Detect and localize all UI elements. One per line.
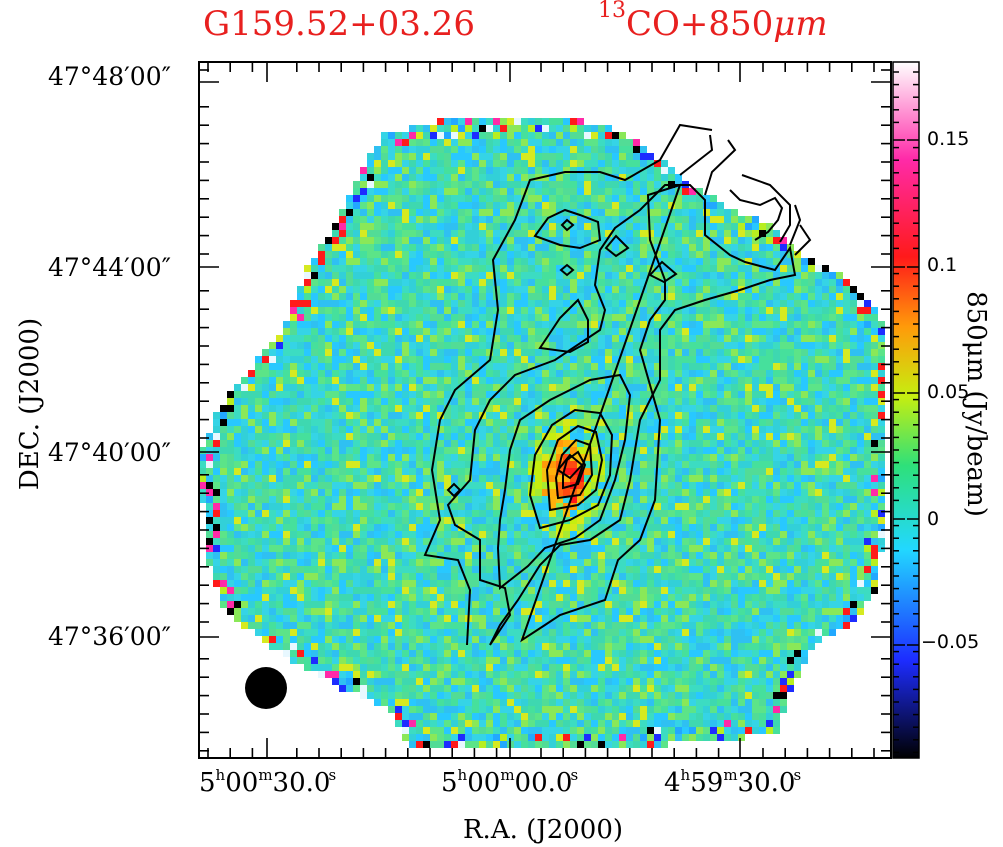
ra-tick-label: 5h00m30.0s	[199, 766, 337, 798]
dec-tick-label: 47°48′00″	[48, 62, 171, 91]
axis-ticks	[199, 62, 891, 758]
plot-frame	[198, 61, 892, 759]
colorbar	[892, 61, 920, 759]
colorbar-tick-label: −0.05	[921, 631, 980, 653]
tracer-unit: μm	[773, 4, 828, 44]
dec-tick-label: 47°44′00″	[48, 253, 171, 282]
colorbar-tick-label: 0.05	[927, 381, 970, 403]
tracer-text: CO+850	[626, 4, 774, 44]
colorbar-ticks	[893, 71, 919, 754]
co-contour-line	[562, 450, 587, 490]
isotope-superscript: 13	[598, 0, 626, 23]
ra-axis-title: R.A. (J2000)	[462, 815, 624, 845]
beam-size-icon	[245, 667, 287, 709]
colorbar-tick-label: 0.15	[927, 128, 970, 150]
co-contour-line	[554, 438, 594, 500]
co-contour-line	[538, 298, 589, 354]
dec-tick-label: 47°36′00″	[48, 622, 171, 651]
map-title-tracers: 13CO+850μm	[598, 0, 828, 44]
colorbar-title: 850μm (Jy/beam)	[961, 291, 991, 517]
co-contour-line	[423, 123, 713, 646]
dec-axis-title: DEC. (J2000)	[15, 317, 45, 491]
colorbar-tick-label: 0.1	[927, 254, 958, 276]
co-contour-line	[496, 373, 632, 590]
co-contour-line	[446, 482, 462, 498]
co-contour-line	[556, 453, 584, 480]
co-contour-line	[446, 184, 797, 646]
co-contour-line	[604, 234, 630, 258]
co-contour-line	[560, 218, 575, 232]
co-contour-line	[545, 424, 604, 512]
co-contour-line	[559, 263, 575, 277]
co-contour-line	[533, 208, 602, 250]
emission-map	[199, 118, 885, 748]
colorbar-tick-label: 0	[927, 508, 940, 530]
ra-tick-label: 4h59m30.0s	[664, 766, 802, 798]
co-contours	[423, 123, 812, 646]
co-contour-line	[679, 134, 737, 196]
map-title-source: G159.52+03.26	[203, 4, 475, 44]
co-contour-line	[648, 260, 678, 284]
co-contour-line	[528, 408, 614, 530]
co-contour-line	[729, 174, 812, 256]
ra-tick-label: 5h00m00.0s	[441, 766, 579, 798]
dec-tick-label: 47°40′00″	[48, 438, 171, 467]
